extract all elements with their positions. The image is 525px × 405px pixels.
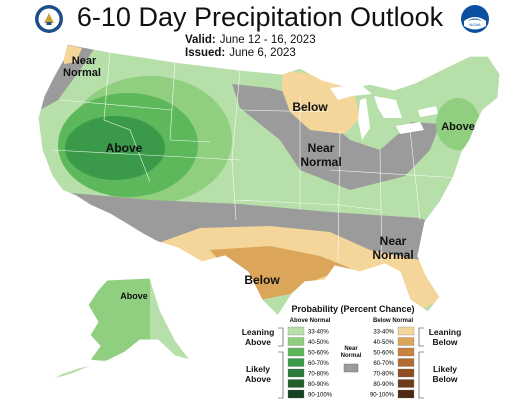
legend-below-swatch-5: [397, 379, 415, 388]
legend-above-pct-6: 90-100%: [308, 393, 333, 399]
legend-below-header: Below Normal: [373, 318, 413, 324]
legend-likely-below-line2: Below: [432, 374, 457, 384]
aleutian-islands: [55, 366, 90, 378]
legend-likely-above-line1: Likely: [246, 364, 270, 374]
legend-above-swatch-5: [287, 379, 305, 388]
legend-likely-below-line1: Likely: [433, 364, 457, 374]
legend-above-header: Above Normal: [290, 318, 331, 324]
legend-below-pct-0: 33-40%: [373, 330, 394, 336]
legend-near-swatch: [343, 363, 359, 373]
legend-above-swatch-0: [287, 326, 305, 336]
label-near-normal-se-line1: Near: [380, 234, 407, 248]
map-title: 6-10 Day Precipitation Outlook: [76, 2, 444, 32]
issued-label: Issued:: [185, 47, 226, 59]
legend-above-pct-0: 33-40%: [308, 330, 329, 336]
legend-above-pct-1: 40-50%: [308, 340, 329, 346]
legend-title: Probability (Percent Chance): [291, 304, 414, 314]
legend-below-pct-3: 60-70%: [373, 361, 394, 367]
legend-above-pct-2: 50-60%: [308, 351, 329, 357]
legend-above-swatch-2: [287, 347, 305, 357]
noaa-logo-text: NOAA: [469, 22, 481, 27]
legend-below-swatch-3: [397, 358, 415, 367]
label-above-ne: Above: [441, 121, 475, 133]
label-near-normal-mw-line1: Near: [308, 141, 335, 155]
legend-below-swatch-4: [397, 368, 415, 378]
legend-below-pct-6: 90-100%: [370, 393, 395, 399]
legend-likely-above-line2: Above: [245, 374, 271, 384]
legend-above-swatch-6: [287, 389, 305, 399]
valid-label: Valid:: [185, 34, 216, 46]
label-near-normal-se-line2: Normal: [372, 248, 413, 262]
legend-below-pct-2: 50-60%: [373, 351, 394, 357]
legend-leaning-below-line1: Leaning: [429, 327, 462, 337]
legend-near-line1: Near: [344, 346, 358, 352]
legend-above-swatch-1: [287, 337, 305, 346]
valid-line: Valid: June 12 - 16, 2023: [185, 34, 316, 46]
legend-above-pct-5: 80-90%: [308, 382, 329, 388]
legend-above-swatches: 33-40% 40-50% 50-60% 60-70% 70-80% 80-90% 90-1…: [287, 326, 333, 399]
state-borders: [51, 51, 461, 263]
legend-leaning-below-line2: Below: [432, 337, 457, 347]
legend: Probability (Percent Chance) Above Norma…: [242, 304, 462, 399]
alaska-shading: [88, 278, 190, 362]
legend-leaning-above-line2: Above: [245, 337, 271, 347]
legend-below-pct-4: 70-80%: [373, 372, 394, 378]
legend-below-swatch-6: [397, 389, 415, 399]
issued-value: June 6, 2023: [229, 47, 296, 59]
great-lakes: [330, 84, 438, 140]
legend-leaning-above-line1: Leaning: [242, 327, 275, 337]
legend-above-swatch-4: [287, 368, 305, 378]
legend-brackets: [278, 327, 424, 399]
conus-shading: [38, 44, 500, 316]
label-near-normal-nw-line1: Near: [72, 55, 97, 67]
legend-below-pct-1: 40-50%: [373, 340, 394, 346]
alaska-outline: [87, 277, 192, 363]
issued-line: Issued: June 6, 2023: [185, 47, 296, 59]
legend-below-pct-5: 80-90%: [373, 382, 394, 388]
legend-near-line2: Normal: [341, 353, 362, 359]
legend-above-pct-4: 70-80%: [308, 372, 329, 378]
legend-below-swatch-1: [397, 337, 415, 346]
label-above-west: Above: [106, 141, 143, 155]
legend-above-swatch-3: [287, 358, 305, 367]
legend-above-pct-3: 60-70%: [308, 361, 329, 367]
label-near-normal-mw-line2: Normal: [300, 155, 341, 169]
label-below-south: Below: [244, 273, 280, 287]
doc-seal-icon: [35, 5, 63, 33]
legend-below-swatch-2: [397, 347, 415, 357]
noaa-logo-icon: NOAA: [461, 5, 489, 33]
label-above-alaska: Above: [120, 291, 148, 301]
valid-value: June 12 - 16, 2023: [219, 34, 316, 46]
legend-below-swatches: 33-40% 40-50% 50-60% 60-70% 70-80% 80-90% 90-1…: [370, 326, 415, 399]
label-near-normal-nw-line2: Normal: [63, 67, 101, 79]
label-below-north: Below: [292, 100, 328, 114]
conus-outline: [37, 43, 501, 317]
legend-below-swatch-0: [397, 326, 415, 336]
